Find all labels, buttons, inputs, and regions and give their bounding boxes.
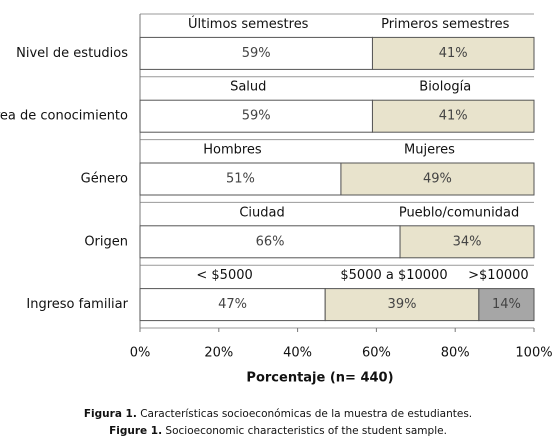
- row-label: Ingreso familiar: [26, 297, 128, 312]
- x-tick-label: 40%: [283, 346, 312, 361]
- bar-segment: [139, 288, 326, 322]
- segment-name: Ciudad: [239, 205, 284, 220]
- value-label: 51%: [226, 172, 255, 187]
- segment-name: $5000 a $10000: [340, 268, 447, 283]
- value-label: 59%: [242, 109, 271, 124]
- row-label: Género: [81, 172, 128, 187]
- value-label: 14%: [492, 297, 521, 312]
- x-tick-label: 20%: [204, 346, 233, 361]
- segment-name: Pueblo/comunidad: [399, 205, 519, 220]
- caption-label: Figura 1.: [84, 408, 137, 420]
- bar-segment: [399, 225, 535, 259]
- bar-segment: [324, 288, 480, 322]
- bar-segment: [371, 99, 535, 133]
- value-label: 47%: [218, 297, 247, 312]
- segment-name: >$10000: [468, 268, 529, 283]
- x-tick-label: 80%: [441, 346, 470, 361]
- caption-label: Figure 1.: [109, 425, 162, 437]
- value-label: 66%: [256, 234, 285, 249]
- caption-es: Figura 1. Características socioeconómica…: [84, 408, 472, 420]
- segment-name: Biología: [419, 80, 471, 95]
- segment-name: < $5000: [196, 268, 252, 283]
- x-axis-title: Porcentaje (n= 440): [246, 371, 393, 386]
- bar-segment: [139, 99, 373, 133]
- row-label: Origen: [84, 234, 128, 249]
- row-label: Área de conocimiento: [0, 108, 128, 124]
- bar-segment: [139, 225, 401, 259]
- segment-name: Salud: [230, 80, 266, 95]
- row-label: Nivel de estudios: [16, 46, 128, 61]
- bar-segment: [478, 288, 535, 322]
- value-label: 59%: [242, 46, 271, 61]
- bar-segment: [139, 162, 342, 196]
- value-label: 39%: [388, 297, 417, 312]
- value-label: 41%: [439, 109, 468, 124]
- x-tick-label: 60%: [362, 346, 391, 361]
- value-label: 49%: [423, 172, 452, 187]
- value-label: 34%: [453, 234, 482, 249]
- value-label: 41%: [439, 46, 468, 61]
- x-tick-label: 0%: [130, 346, 151, 361]
- segment-name: Primeros semestres: [381, 17, 510, 32]
- segment-name: Hombres: [203, 143, 262, 158]
- caption-text: Socioeconomic characteristics of the stu…: [165, 425, 447, 437]
- bar-segment: [371, 36, 535, 70]
- segment-name: Mujeres: [404, 143, 455, 158]
- bar-segment: [340, 162, 535, 196]
- x-tick-label: 100%: [515, 346, 552, 361]
- caption-text: Características socioeconómicas de la mu…: [140, 408, 472, 420]
- segment-name: Últimos semestres: [188, 16, 309, 32]
- caption-en: Figure 1. Socioeconomic characteristics …: [109, 425, 447, 437]
